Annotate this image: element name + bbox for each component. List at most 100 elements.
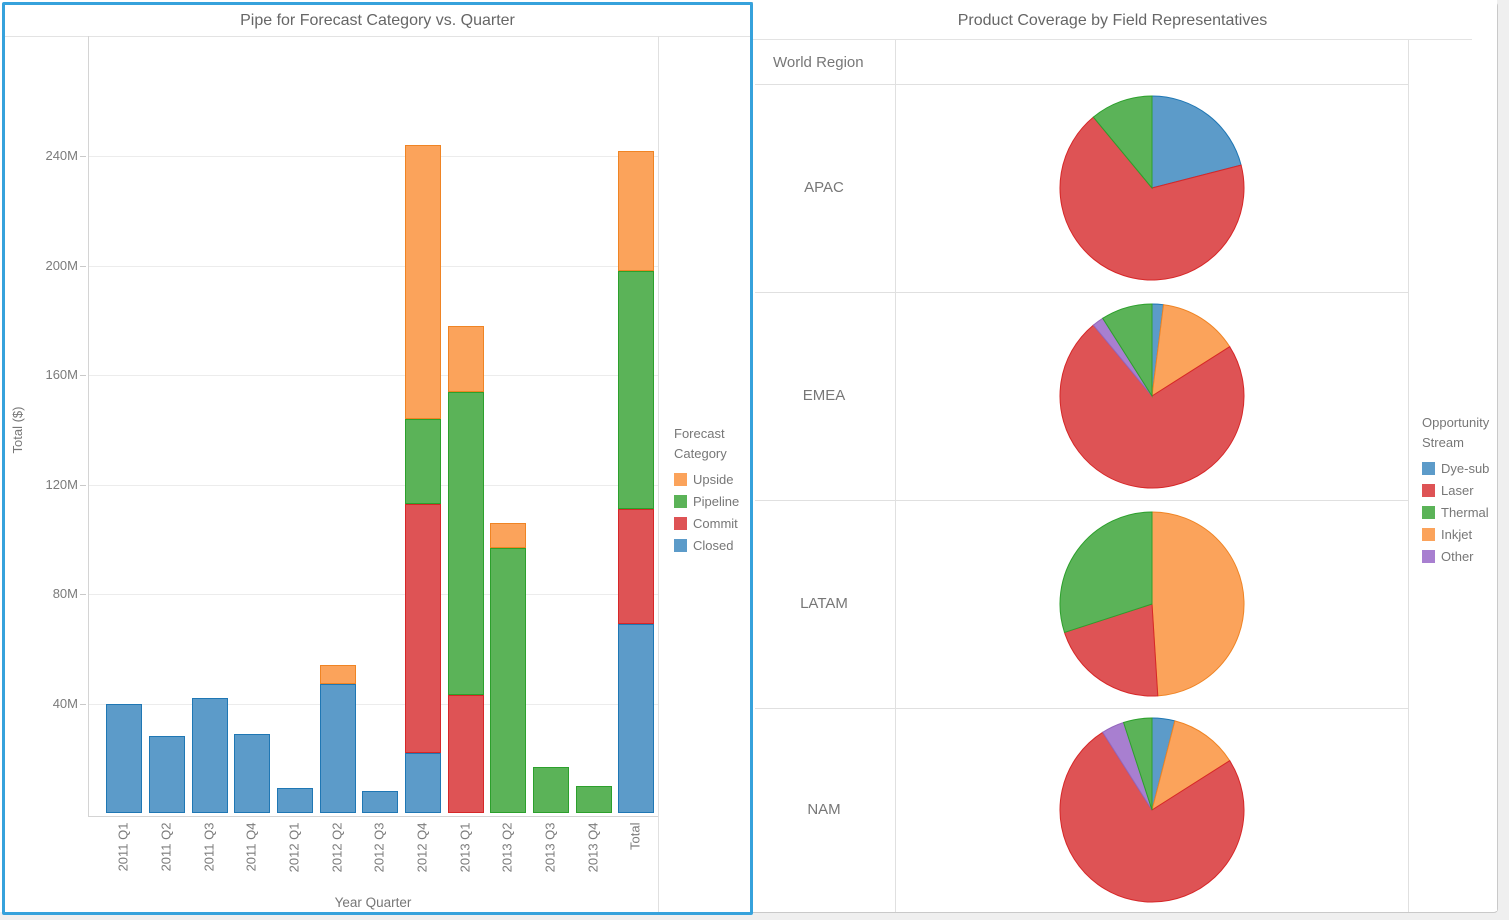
pie-slice-inkjet-nam[interactable] [1151, 720, 1231, 812]
pie-chart-nam [1059, 717, 1245, 903]
pie-chart-latam [1059, 511, 1245, 697]
right-edge-strip [1497, 0, 1509, 920]
bar-segment-closed-2012-q3[interactable] [362, 791, 399, 813]
y-tick-mark [80, 156, 86, 158]
closed-swatch-icon [674, 538, 687, 552]
bar-segment-pipeline-2013-q3[interactable] [532, 766, 569, 813]
legend-item-thermal[interactable]: Thermal [1422, 501, 1509, 523]
x-tick-label-2012-q3[interactable]: 2012 Q3 [371, 822, 387, 872]
dye-sub-swatch-icon [1422, 461, 1435, 475]
x-tick-label-2011-q2[interactable]: 2011 Q2 [158, 822, 174, 871]
pie-slice-laser-emea[interactable] [1059, 324, 1245, 489]
bar-segment-closed-total[interactable] [618, 624, 655, 813]
region-label-nam[interactable]: NAM [807, 801, 841, 818]
bar-segment-pipeline-2013-q1[interactable] [447, 391, 484, 696]
other-swatch-icon [1422, 549, 1435, 563]
pie-slice-thermal-emea[interactable] [1102, 303, 1153, 398]
header-divider [755, 84, 1408, 85]
forecast-legend-title-line1: Forecast [674, 426, 725, 441]
y-tick-label: 160M [45, 367, 78, 383]
legend-item-label: Thermal [1441, 504, 1489, 520]
x-tick-label-2013-q3[interactable]: 2013 Q3 [542, 822, 558, 872]
y-axis: 40M 80M 120M 160M 200M 240M [5, 5, 88, 918]
pie-slice-dye-sub-apac[interactable] [1151, 95, 1242, 189]
y-tick-label: 40M [52, 695, 78, 711]
opportunity-legend-items: Dye-sub Laser Thermal Inkjet Other [1422, 457, 1509, 567]
x-tick-label-2013-q2[interactable]: 2013 Q2 [499, 822, 515, 872]
bar-segment-closed-2011-q2[interactable] [149, 736, 185, 813]
region-column-divider [895, 40, 896, 912]
x-tick-label-2011-q1[interactable]: 2011 Q1 [115, 822, 131, 871]
bar-segment-commit-2012-q4[interactable] [404, 503, 441, 753]
legend-item-label: Other [1441, 548, 1474, 564]
bar-segment-commit-total[interactable] [618, 509, 655, 625]
legend-item-label: Laser [1441, 482, 1474, 498]
row-divider-latam [755, 500, 1408, 501]
gridline-160M [89, 375, 659, 377]
x-tick-label-2012-q4[interactable]: 2012 Q4 [414, 822, 430, 872]
gridline-200M [89, 265, 659, 267]
forecast-legend-items: Upside Pipeline Commit Closed [674, 468, 764, 556]
region-label-latam[interactable]: LATAM [800, 595, 848, 612]
upside-swatch-icon [674, 472, 687, 486]
legend-item-label: Closed [693, 537, 734, 553]
bar-segment-upside-total[interactable] [618, 150, 655, 272]
y-tick-label: 200M [45, 257, 78, 273]
x-tick-label-2012-q2[interactable]: 2012 Q2 [329, 822, 345, 872]
bar-segment-closed-2011-q3[interactable] [191, 698, 228, 813]
y-tick-mark [80, 703, 86, 705]
bar-segment-pipeline-2012-q4[interactable] [404, 419, 441, 504]
y-tick-label: 120M [45, 476, 78, 492]
pie-slice-laser-apac[interactable] [1059, 116, 1245, 281]
legend-item-label: Pipeline [693, 493, 740, 509]
bar-segment-closed-2012-q4[interactable] [404, 752, 441, 813]
pie-slice-laser-latam[interactable] [1063, 603, 1159, 697]
thermal-swatch-icon [1422, 505, 1435, 519]
legend-item-dye-sub[interactable]: Dye-sub [1422, 457, 1509, 479]
panel-forecast-bar-chart[interactable]: Pipe for Forecast Category vs. Quarter T… [2, 2, 753, 915]
legend-item-other[interactable]: Other [1422, 545, 1509, 567]
x-tick-label-2011-q3[interactable]: 2011 Q3 [201, 822, 217, 871]
bar-segment-upside-2013-q1[interactable] [447, 326, 484, 392]
row-divider-nam [755, 708, 1408, 709]
bar-segment-upside-2012-q2[interactable] [319, 665, 356, 685]
region-label-apac[interactable]: APAC [804, 179, 844, 196]
x-tick-label-2012-q1[interactable]: 2012 Q1 [286, 822, 302, 872]
legend-item-commit[interactable]: Commit [674, 512, 764, 534]
bar-segment-upside-2012-q4[interactable] [404, 145, 441, 419]
gridline-120M [89, 484, 659, 486]
bar-segment-closed-2012-q2[interactable] [319, 684, 356, 813]
plot-right-divider [658, 36, 659, 912]
bar-segment-pipeline-2013-q4[interactable] [575, 785, 612, 813]
legend-item-inkjet[interactable]: Inkjet [1422, 523, 1509, 545]
legend-item-label: Dye-sub [1441, 460, 1490, 476]
panel-product-coverage-pies[interactable]: Product Coverage by Field Representative… [753, 2, 1497, 912]
gridline-80M [89, 594, 659, 596]
bar-segment-closed-2011-q4[interactable] [234, 733, 271, 813]
bar-segment-commit-2013-q1[interactable] [447, 695, 484, 813]
x-tick-label-2013-q1[interactable]: 2013 Q1 [457, 822, 473, 872]
legend-item-pipeline[interactable]: Pipeline [674, 490, 764, 512]
pie-slice-laser-nam[interactable] [1059, 731, 1245, 903]
pie-chart-emea [1059, 303, 1245, 489]
legend-item-upside[interactable]: Upside [674, 468, 764, 490]
pie-slice-thermal-nam[interactable] [1122, 717, 1153, 811]
pie-slice-inkjet-latam[interactable] [1151, 511, 1245, 697]
bar-segment-pipeline-total[interactable] [618, 271, 655, 510]
bar-segment-pipeline-2013-q2[interactable] [490, 547, 527, 813]
bar-segment-upside-2013-q2[interactable] [490, 523, 527, 548]
pie-slice-inkjet-emea[interactable] [1151, 304, 1231, 397]
legend-item-closed[interactable]: Closed [674, 534, 764, 556]
bar-segment-closed-2011-q1[interactable] [106, 703, 143, 813]
x-tick-label-total[interactable]: Total [627, 822, 643, 850]
pie-slice-thermal-apac[interactable] [1092, 95, 1153, 190]
x-tick-label-2011-q4[interactable]: 2011 Q4 [243, 822, 259, 871]
bar-chart-title: Pipe for Forecast Category vs. Quarter [5, 5, 750, 37]
bar-segment-closed-2012-q1[interactable] [276, 788, 313, 813]
pie-slice-thermal-latam[interactable] [1059, 511, 1153, 634]
pie-column-right-divider [1408, 40, 1409, 912]
x-tick-label-2013-q4[interactable]: 2013 Q4 [585, 822, 601, 872]
world-region-header: World Region [773, 54, 864, 71]
region-label-emea[interactable]: EMEA [802, 387, 846, 404]
legend-item-laser[interactable]: Laser [1422, 479, 1509, 501]
